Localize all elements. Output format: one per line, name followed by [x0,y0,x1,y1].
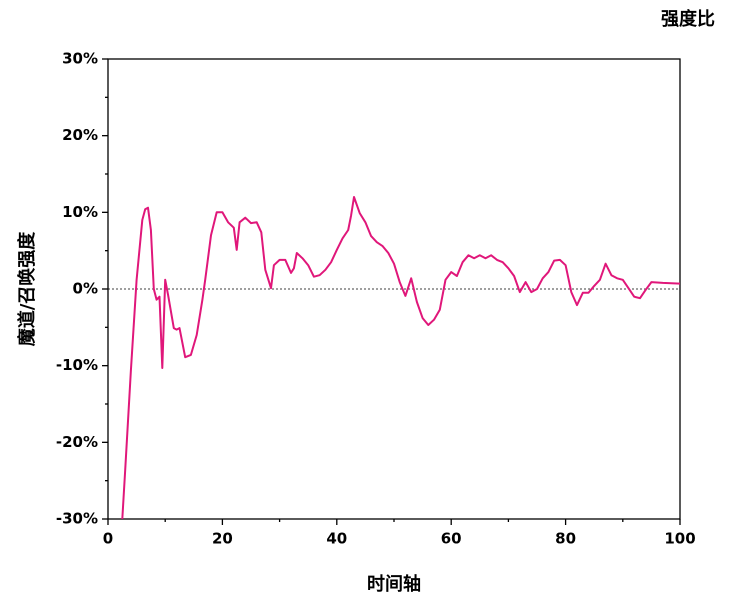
y-tick-label: -10% [56,356,98,374]
y-tick-label: -30% [56,510,98,528]
x-tick-label: 0 [103,530,113,548]
x-tick-label: 40 [326,530,347,548]
y-tick-label: 30% [62,50,98,68]
x-tick-label: 20 [212,530,233,548]
x-tick-label: 80 [555,530,576,548]
x-tick-label: 60 [441,530,462,548]
y-axis-label: 魔道/召唤强度 [16,231,38,347]
data-line [121,196,680,519]
y-tick-label: -20% [56,433,98,451]
y-tick-label: 10% [62,203,98,221]
chart-title: 强度比 [661,8,715,30]
x-tick-label: 100 [664,530,695,548]
x-axis-label: 时间轴 [367,573,421,595]
y-tick-label: 20% [62,126,98,144]
y-tick-label: 0% [73,280,98,298]
